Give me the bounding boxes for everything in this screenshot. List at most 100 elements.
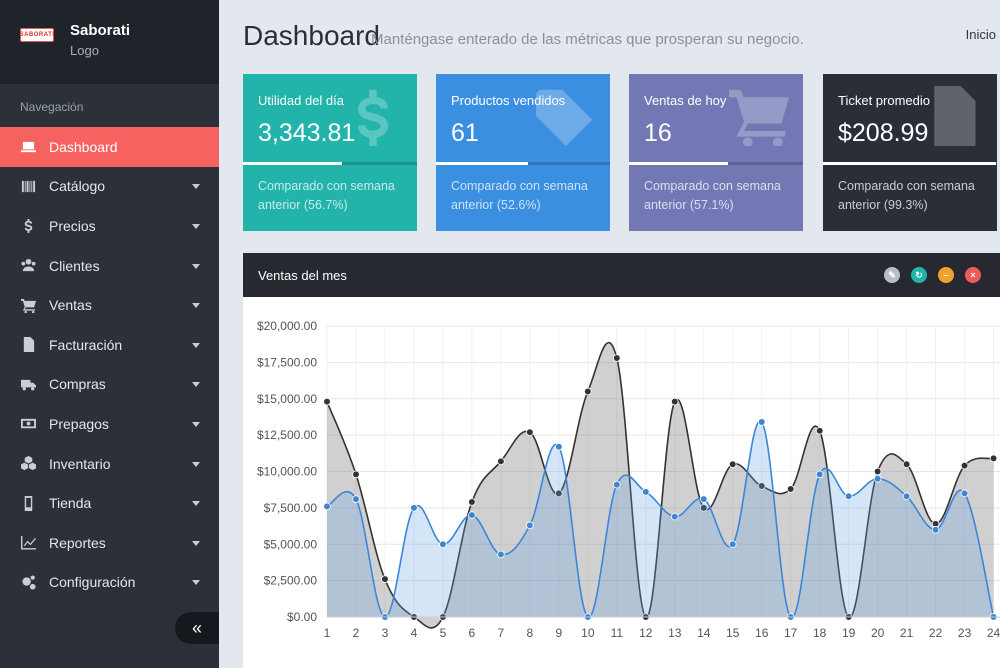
x-tick-label: 14: [697, 626, 711, 640]
sidebar-item-label: Ventas: [49, 297, 92, 314]
chevron-down-icon: [192, 580, 200, 586]
data-point: [468, 498, 476, 506]
data-point: [931, 525, 940, 534]
sidebar-item-catalogo[interactable]: Catálogo: [0, 167, 219, 207]
data-point: [323, 502, 331, 511]
main-content: Dashboard Manténgase enterado de las mét…: [219, 0, 1000, 668]
refresh-icon[interactable]: ↻: [911, 267, 927, 283]
page-title: Dashboard: [243, 20, 380, 51]
chevron-down-icon: [192, 501, 200, 507]
data-point: [555, 489, 563, 498]
data-point: [468, 511, 476, 519]
page-subtitle: Manténgase enterado de las métricas que …: [371, 31, 804, 48]
nav-heading: Navegación: [20, 100, 84, 114]
sidebar-item-facturacion[interactable]: Facturación: [0, 325, 219, 365]
cubes-icon: [20, 456, 36, 472]
chevron-down-icon: [192, 461, 200, 467]
sales-chart: $0.00 $2,500.00 $5,000.00 $7,500.00 $10,000.…: [243, 297, 1000, 668]
stat-card-value: 61: [451, 119, 479, 147]
brand-sub: Logo: [70, 43, 99, 58]
sidebar-item-configuracion[interactable]: Configuración: [0, 563, 219, 603]
series-area-1: [327, 421, 994, 618]
wrench-icon[interactable]: ✎: [884, 267, 900, 283]
stat-card-value: $208.99: [838, 119, 929, 147]
sidebar-item-label: Inventario: [49, 455, 111, 472]
x-tick-label: 24: [987, 626, 1000, 640]
data-point: [439, 540, 447, 549]
stat-card-footer: Comparado con semana anterior (57.1%): [644, 179, 781, 212]
sidebar-item-compras[interactable]: Compras: [0, 365, 219, 405]
sidebar-item-label: Compras: [49, 376, 106, 393]
data-point: [699, 504, 708, 512]
brand[interactable]: SABORATI Saborati Logo: [0, 0, 219, 84]
dollar-icon: [20, 218, 36, 234]
data-point: [873, 474, 882, 483]
users-icon: [20, 258, 36, 274]
x-tick-label: 20: [871, 626, 885, 640]
sidebar-item-ventas[interactable]: Ventas: [0, 285, 219, 325]
chevron-down-icon: [192, 540, 200, 546]
series-line-0: [326, 341, 994, 629]
chevron-down-icon: [192, 263, 200, 269]
tags-icon: [536, 86, 596, 146]
cogs-icon: [20, 574, 36, 590]
breadcrumb-home[interactable]: Inicio: [965, 27, 996, 42]
stat-card-progress-fill: [823, 162, 996, 165]
close-icon[interactable]: ×: [965, 267, 981, 283]
truck-icon: [20, 376, 36, 392]
data-point: [960, 461, 969, 470]
stat-card: Ventas de hoy 16 Comparado con semana ante…: [629, 74, 803, 231]
collapse-sidebar-button[interactable]: «: [175, 612, 219, 644]
sidebar-item-prepagos[interactable]: Prepagos: [0, 404, 219, 444]
sidebar-item-tienda[interactable]: Tienda: [0, 483, 219, 523]
data-point: [670, 397, 679, 406]
y-tick-label: $17,500.00: [257, 355, 317, 369]
y-tick-label: $20,000.00: [257, 319, 317, 333]
sidebar-item-precios[interactable]: Precios: [0, 206, 219, 246]
data-point: [555, 442, 563, 451]
sales-chart-svg: $0.00 $2,500.00 $5,000.00 $7,500.00 $10,000.…: [257, 319, 1000, 640]
sidebar-item-label: Reportes: [49, 534, 106, 551]
stat-card: Productos vendidos 61 Comparado con semana…: [436, 74, 610, 231]
minimize-icon[interactable]: –: [938, 267, 954, 283]
x-tick-label: 16: [755, 626, 769, 640]
sidebar-item-label: Facturación: [49, 336, 123, 353]
chevron-down-icon: [192, 382, 200, 388]
chevron-down-icon: [192, 303, 200, 309]
stat-card-label: Productos vendidos: [451, 93, 566, 108]
data-point: [699, 495, 708, 503]
brand-logo-text: SABORATI: [19, 32, 55, 38]
sidebar-item-inventario[interactable]: Inventario: [0, 444, 219, 484]
file-icon: [923, 86, 983, 146]
stat-card: Utilidad del día 3,343.81 Comparado con se…: [243, 74, 417, 231]
stat-card-progress-fill: [243, 162, 342, 165]
y-tick-label: $5,000.00: [264, 537, 318, 551]
dollar-icon: [343, 86, 403, 146]
x-tick-label: 22: [929, 626, 943, 640]
data-point: [902, 460, 911, 469]
data-point: [584, 387, 592, 396]
x-tick-label: 12: [639, 626, 653, 640]
x-tick-label: 15: [726, 626, 740, 640]
data-point: [815, 426, 824, 435]
data-point: [526, 521, 534, 530]
sidebar-item-dashboard[interactable]: Dashboard: [0, 127, 219, 167]
nav-list: Dashboard Catálogo Precios Clientes Ventas Fa…: [0, 127, 219, 602]
y-tick-label: $0.00: [287, 610, 317, 624]
panel-title: Ventas del mes: [258, 267, 347, 283]
laptop-icon: [20, 139, 36, 155]
y-tick-label: $12,500.00: [257, 428, 317, 442]
x-tick-label: 23: [958, 626, 972, 640]
y-tick-label: $7,500.00: [264, 501, 318, 515]
data-point: [728, 460, 737, 469]
x-tick-label: 17: [784, 626, 798, 640]
data-point: [613, 354, 621, 362]
sidebar-item-clientes[interactable]: Clientes: [0, 246, 219, 286]
x-tick-label: 18: [813, 626, 827, 640]
sidebar-item-label: Precios: [49, 217, 96, 234]
brand-logo: SABORATI: [20, 28, 54, 42]
data-point: [728, 540, 737, 549]
stat-card-progress-fill: [436, 162, 528, 165]
sidebar-item-reportes[interactable]: Reportes: [0, 523, 219, 563]
sidebar-item-label: Configuración: [49, 574, 136, 591]
